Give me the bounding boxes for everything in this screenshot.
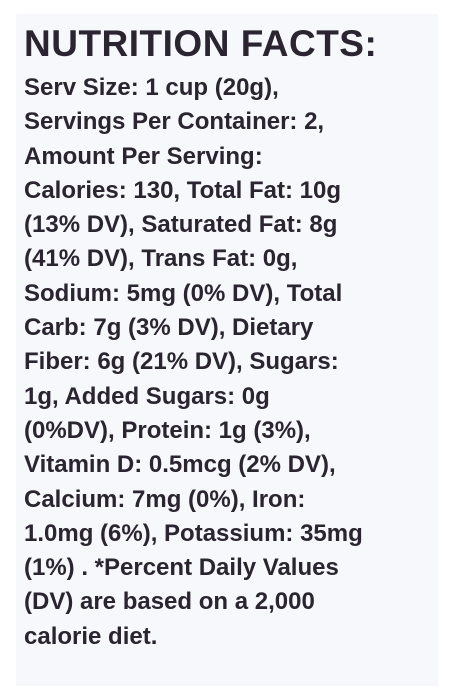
text-line: (0%DV), Protein: 1g (3%), bbox=[24, 416, 311, 444]
text-line: Serv Size: 1 cup (20g), bbox=[24, 74, 279, 101]
text-line: Vitamin D: 0.5mcg (2% DV), bbox=[24, 451, 336, 479]
text-line: 1g, Added Sugars: 0g bbox=[24, 382, 270, 410]
text-line: 1.0mg (6%), Potassium: 35mg bbox=[24, 519, 363, 547]
text-line: (13% DV), Saturated Fat: 8g bbox=[24, 211, 338, 239]
nutrition-facts-label: NUTRITION FACTS: Serv Size: 1 cup (20g),… bbox=[16, 14, 438, 686]
text-line: (1%) . *Percent Daily Values bbox=[24, 554, 339, 582]
text-line: Carb: 7g (3% DV), Dietary bbox=[24, 314, 314, 342]
nutrition-facts-text: Serv Size: 1 cup (20g), Servings Per Con… bbox=[24, 71, 428, 654]
text-line: calorie diet. bbox=[24, 622, 158, 650]
text-line: Fiber: 6g (21% DV), Sugars: bbox=[24, 348, 339, 376]
text-line: Sodium: 5mg (0% DV), Total bbox=[24, 279, 343, 307]
text-line: Calcium: 7mg (0%), Iron: bbox=[24, 485, 306, 513]
text-line: Servings Per Container: 2, bbox=[24, 108, 325, 136]
text-line: (41% DV), Trans Fat: 0g, bbox=[24, 245, 298, 273]
text-line: Calories: 130, Total Fat: 10g bbox=[24, 176, 341, 204]
text-line: (DV) are based on a 2,000 bbox=[24, 588, 315, 616]
text-line: Amount Per Serving: bbox=[24, 142, 263, 170]
nutrition-facts-title: NUTRITION FACTS: bbox=[24, 23, 378, 64]
